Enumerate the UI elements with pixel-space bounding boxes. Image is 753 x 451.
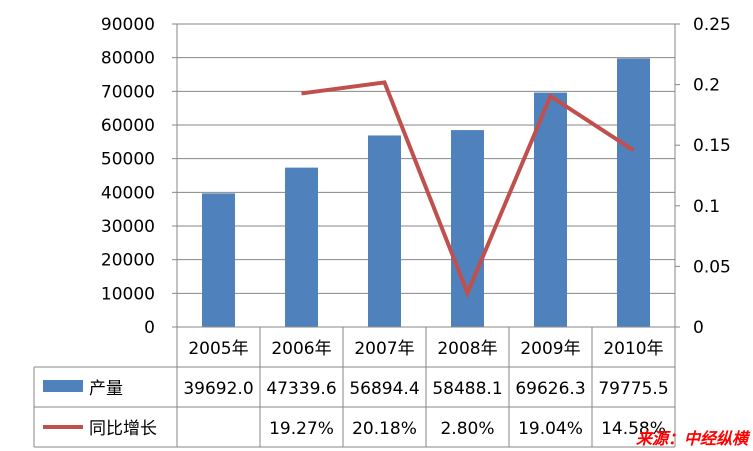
table-value: 47339.6	[266, 379, 336, 399]
left-tick-label: 10000	[101, 284, 155, 304]
table-value: 20.18%	[352, 419, 417, 439]
category-label: 2007年	[354, 339, 414, 359]
right-tick-label: 0.1	[693, 197, 720, 217]
left-tick-label: 20000	[101, 251, 155, 271]
left-tick-label: 40000	[101, 183, 155, 203]
category-label: 2009年	[520, 339, 580, 359]
growth-line	[301, 80, 635, 299]
left-tick-label: 90000	[101, 15, 155, 35]
right-tick-label: 0.2	[693, 76, 720, 96]
right-tick-label: 0.25	[693, 15, 731, 35]
right-axis: 0 0.05 0.1 0.15 0.2 0.25	[674, 15, 731, 338]
table-value: 39692.0	[183, 379, 253, 399]
category-label: 2010年	[603, 339, 663, 359]
category-label: 2008年	[437, 339, 497, 359]
table-value: 79775.5	[598, 379, 668, 399]
legend-label: 同比增长	[89, 419, 157, 439]
category-label: 2005年	[188, 339, 248, 359]
table-value: 69626.3	[515, 379, 585, 399]
bar	[617, 58, 650, 327]
left-tick-label: 70000	[101, 82, 155, 102]
bar	[368, 135, 401, 327]
left-tick-label: 60000	[101, 116, 155, 136]
left-tick-label: 80000	[101, 49, 155, 69]
table-value: 19.04%	[518, 419, 583, 439]
bar	[202, 193, 235, 327]
right-tick-label: 0	[693, 318, 704, 338]
bar	[534, 92, 567, 327]
category-label: 2006年	[271, 339, 331, 359]
right-tick-label: 0.05	[693, 257, 731, 277]
source-label: 来源：中经纵横	[636, 429, 751, 448]
right-tick-label: 0.15	[693, 136, 731, 156]
legend-label: 产量	[89, 379, 123, 399]
table-value: 2.80%	[440, 419, 494, 439]
left-tick-label: 50000	[101, 150, 155, 170]
table-value: 56894.4	[349, 379, 419, 399]
legend-bar-swatch	[43, 380, 83, 392]
left-tick-label: 30000	[101, 217, 155, 237]
bar-series	[202, 58, 650, 327]
table-value: 19.27%	[269, 419, 334, 439]
table-value: 14.58%	[601, 419, 666, 439]
table-value: 58488.1	[432, 379, 502, 399]
left-axis: 0 10000 20000 30000 40000 50000 60000 70000 8000…	[101, 15, 178, 338]
bar	[285, 167, 318, 327]
line-series	[301, 80, 635, 299]
left-tick-label: 0	[144, 318, 155, 338]
gridlines	[177, 23, 675, 294]
